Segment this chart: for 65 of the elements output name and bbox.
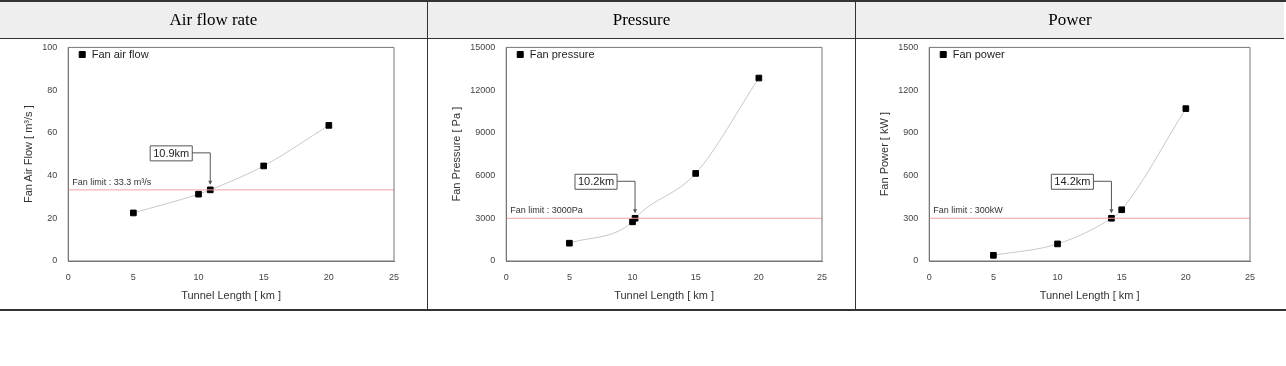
- point: [1118, 206, 1126, 214]
- ref-line-label: Fan limit : 300kW: [933, 205, 1004, 216]
- x-tick-label: 15: [1116, 271, 1127, 282]
- legend-label: Fan air flow: [91, 47, 149, 60]
- point: [129, 209, 137, 217]
- x-tick-label: 5: [990, 271, 996, 282]
- x-tick-label: 25: [1244, 271, 1256, 282]
- chart-title: Air flow rate: [0, 2, 427, 39]
- y-axis-title: Fan Air Flow [ m³/s ]: [21, 105, 34, 204]
- x-axis-title: Tunnel Length [ km ]: [180, 289, 281, 302]
- y-tick-label: 40: [46, 170, 57, 181]
- y-axis-title: Fan Power [ kW ]: [877, 112, 890, 197]
- x-axis-title: Tunnel Length [ km ]: [1039, 289, 1140, 302]
- point: [1182, 105, 1190, 112]
- point: [990, 251, 997, 259]
- x-tick-label: 0: [926, 271, 932, 282]
- point: [325, 122, 332, 129]
- x-tick-label: 10: [1052, 271, 1063, 282]
- y-tick-label: 9000: [474, 127, 495, 138]
- y-tick-label: 1200: [898, 84, 919, 95]
- chart-title: Power: [856, 2, 1284, 39]
- y-tick-label: 0: [489, 255, 495, 266]
- y-tick-label: 900: [903, 127, 919, 138]
- y-tick-label: 1500: [898, 41, 919, 52]
- point: [565, 239, 573, 247]
- y-tick-label: 0: [51, 255, 57, 266]
- annotation: 14.2km: [1054, 175, 1091, 188]
- y-tick-label: 300: [903, 212, 919, 223]
- x-tick-label: 5: [566, 271, 572, 282]
- x-tick-label: 5: [130, 271, 136, 282]
- y-axis-title: Fan Pressure [ Pa ]: [449, 106, 462, 202]
- legend-label: Fan pressure: [529, 47, 595, 60]
- x-tick-label: 15: [690, 271, 701, 282]
- point: [194, 190, 202, 198]
- y-tick-label: 80: [46, 84, 57, 95]
- x-tick-label: 10: [627, 271, 638, 282]
- annotation: 10.2km: [577, 175, 614, 188]
- x-tick-label: 25: [816, 271, 827, 282]
- x-tick-label: 20: [1180, 271, 1191, 282]
- point: [1054, 240, 1061, 248]
- x-tick-label: 10: [193, 271, 204, 282]
- point: [755, 74, 762, 82]
- y-tick-label: 3000: [474, 212, 495, 223]
- x-tick-label: 0: [65, 271, 71, 282]
- x-tick-label: 0: [503, 271, 509, 282]
- y-tick-label: 12000: [469, 84, 495, 95]
- x-tick-label: 25: [388, 271, 399, 282]
- x-tick-label: 20: [753, 271, 764, 282]
- y-tick-label: 15000: [469, 41, 495, 52]
- x-tick-label: 20: [323, 271, 334, 282]
- y-tick-label: 20: [46, 212, 57, 223]
- point: [691, 170, 699, 177]
- legend-label: Fan power: [952, 47, 1006, 60]
- y-tick-label: 100: [41, 41, 57, 52]
- point: [259, 162, 267, 170]
- y-tick-label: 60: [46, 127, 57, 138]
- y-tick-label: 600: [903, 170, 919, 181]
- x-tick-label: 15: [258, 271, 269, 282]
- ref-line-label: Fan limit : 33.3 m³/s: [71, 176, 152, 187]
- chart-title: Pressure: [428, 2, 855, 39]
- x-axis-title: Tunnel Length [ km ]: [613, 289, 714, 302]
- annotation: 10.9km: [152, 146, 189, 159]
- y-tick-label: 6000: [474, 170, 495, 181]
- y-tick-label: 0: [913, 255, 919, 266]
- ref-line-label: Fan limit : 3000Pa: [509, 205, 583, 216]
